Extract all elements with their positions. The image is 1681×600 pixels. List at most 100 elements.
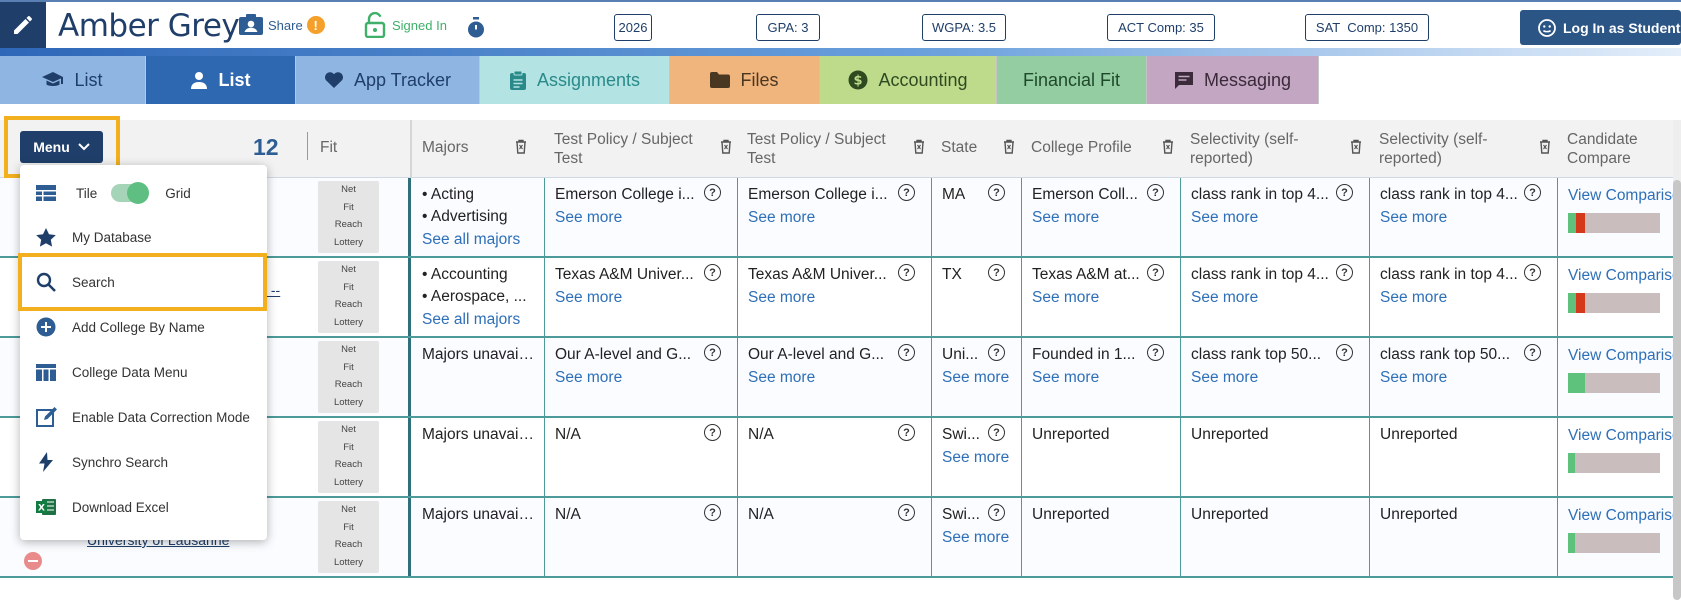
column-header-selectivity-1[interactable]: Selectivity (self-reported) xyxy=(1190,131,1299,167)
see-more-link[interactable]: See more xyxy=(942,449,1010,466)
see-more-link[interactable]: See more xyxy=(1191,209,1259,226)
menu-button[interactable]: Menu xyxy=(20,131,103,163)
help-icon[interactable]: ? xyxy=(988,504,1005,521)
trash-icon[interactable] xyxy=(1539,139,1551,154)
remove-college-button[interactable] xyxy=(24,552,42,570)
help-icon[interactable]: ? xyxy=(704,264,721,281)
trash-icon[interactable] xyxy=(1162,139,1174,154)
see-more-link[interactable]: See more xyxy=(1380,289,1448,306)
fit-grid[interactable]: Net Fit Reach Lottery xyxy=(318,418,379,496)
help-icon[interactable]: ? xyxy=(898,344,915,361)
tab-financial-fit[interactable]: Financial Fit xyxy=(997,56,1147,104)
see-more-link[interactable]: See more xyxy=(555,369,623,386)
edit-profile-button[interactable] xyxy=(0,2,46,48)
trash-icon[interactable] xyxy=(1350,139,1362,154)
see-more-link[interactable]: See more xyxy=(942,529,1010,546)
help-icon[interactable]: ? xyxy=(704,344,721,361)
see-more-link[interactable]: See more xyxy=(942,369,1010,386)
help-icon[interactable]: ? xyxy=(988,424,1005,441)
see-all-majors-link[interactable]: See all majors xyxy=(422,311,521,328)
fit-grid[interactable]: Net Fit Reach Lottery xyxy=(318,258,379,336)
column-header-college-profile[interactable]: College Profile xyxy=(1031,139,1132,156)
help-icon[interactable]: ? xyxy=(898,264,915,281)
cell-college-profile-text: Texas A&M at... xyxy=(1032,266,1140,283)
help-icon[interactable]: ? xyxy=(1147,344,1164,361)
menu-item-data-correction[interactable]: Enable Data Correction Mode xyxy=(20,395,267,439)
help-icon[interactable]: ? xyxy=(898,424,915,441)
help-icon[interactable]: ? xyxy=(704,424,721,441)
column-header-fit[interactable]: Fit xyxy=(320,139,338,156)
see-more-link[interactable]: See more xyxy=(555,209,623,226)
tab-assignments[interactable]: Assignments xyxy=(480,56,670,104)
see-more-link[interactable]: See more xyxy=(1380,209,1448,226)
help-icon[interactable]: ? xyxy=(704,184,721,201)
help-icon[interactable]: ? xyxy=(1147,184,1164,201)
fit-box: Net Fit Reach Lottery xyxy=(318,421,379,493)
see-more-link[interactable]: See more xyxy=(748,209,816,226)
help-icon[interactable]: ? xyxy=(1524,264,1541,281)
help-icon[interactable]: ? xyxy=(1524,184,1541,201)
column-header-test-policy-1[interactable]: Test Policy / Subject Test xyxy=(554,131,693,167)
see-more-link[interactable]: See more xyxy=(748,369,816,386)
menu-item-add-college[interactable]: Add College By Name xyxy=(20,305,267,349)
trash-icon[interactable] xyxy=(913,139,925,154)
help-icon[interactable]: ? xyxy=(988,344,1005,361)
column-header-selectivity-2[interactable]: Selectivity (self-reported) xyxy=(1379,131,1488,167)
view-comparison-link[interactable]: View Comparison xyxy=(1568,347,1673,364)
fit-grid[interactable]: Net Fit Reach Lottery xyxy=(318,498,379,576)
share-button[interactable]: Share ! xyxy=(238,14,325,36)
compare-bar xyxy=(1568,453,1660,473)
trash-icon[interactable] xyxy=(515,139,527,154)
tab-messaging[interactable]: Messaging xyxy=(1147,56,1319,104)
help-icon[interactable]: ? xyxy=(1524,344,1541,361)
column-header-state[interactable]: State xyxy=(941,139,978,156)
trash-icon[interactable] xyxy=(720,139,732,154)
help-icon[interactable]: ? xyxy=(704,504,721,521)
help-icon[interactable]: ? xyxy=(1147,264,1164,281)
see-more-link[interactable]: See more xyxy=(1032,209,1100,226)
fit-grid[interactable]: Net Fit Reach Lottery xyxy=(318,178,379,256)
tab-accounting[interactable]: $ Accounting xyxy=(820,56,997,104)
menu-item-search[interactable]: Search xyxy=(20,260,267,304)
tab-list-college[interactable]: List xyxy=(0,56,146,104)
timer-button[interactable] xyxy=(466,17,486,44)
menu-item-view-toggle[interactable]: Tile Grid xyxy=(20,171,267,215)
scrollbar-thumb[interactable] xyxy=(1673,180,1681,600)
tab-files[interactable]: Files xyxy=(670,56,820,104)
tile-grid-toggle[interactable] xyxy=(111,182,150,204)
menu-item-synchro-search[interactable]: Synchro Search xyxy=(20,440,267,484)
column-header-majors[interactable]: Majors xyxy=(422,139,469,156)
column-header-test-policy-2[interactable]: Test Policy / Subject Test xyxy=(747,131,886,167)
see-more-link[interactable]: See more xyxy=(555,289,623,306)
table-row: Net Fit Reach Lottery • Acting • Advertising S… xyxy=(0,178,1681,258)
table-row: Net Fit Reach Lottery Majors unavailab N/A? N/… xyxy=(0,418,1681,498)
tab-app-tracker[interactable]: App Tracker xyxy=(296,56,480,104)
view-comparison-link[interactable]: View Comparison xyxy=(1568,187,1673,204)
help-icon[interactable]: ? xyxy=(1336,264,1353,281)
fit-grid[interactable]: Net Fit Reach Lottery xyxy=(318,338,379,416)
view-comparison-link[interactable]: View Comparison xyxy=(1568,507,1673,524)
menu-item-download-excel[interactable]: X Download Excel xyxy=(20,485,267,529)
help-icon[interactable]: ? xyxy=(898,184,915,201)
see-more-link[interactable]: See more xyxy=(1032,369,1100,386)
help-icon[interactable]: ? xyxy=(1336,184,1353,201)
help-icon[interactable]: ? xyxy=(988,264,1005,281)
help-icon[interactable]: ? xyxy=(898,504,915,521)
vertical-scrollbar[interactable] xyxy=(1673,120,1681,600)
see-more-link[interactable]: See more xyxy=(1380,369,1448,386)
trash-icon[interactable] xyxy=(1003,139,1015,154)
see-all-majors-link[interactable]: See all majors xyxy=(422,231,521,248)
menu-item-college-data[interactable]: College Data Menu xyxy=(20,350,267,394)
login-as-student-button[interactable]: Log In as Student xyxy=(1520,10,1681,45)
tab-list-student[interactable]: List xyxy=(146,56,296,104)
help-icon[interactable]: ? xyxy=(988,184,1005,201)
menu-item-my-database[interactable]: My Database xyxy=(20,215,267,259)
help-icon[interactable]: ? xyxy=(1336,344,1353,361)
see-more-link[interactable]: See more xyxy=(748,289,816,306)
view-comparison-link[interactable]: View Comparison xyxy=(1568,267,1673,284)
see-more-link[interactable]: See more xyxy=(1191,369,1259,386)
see-more-link[interactable]: See more xyxy=(1032,289,1100,306)
view-comparison-link[interactable]: View Comparison xyxy=(1568,427,1673,444)
see-more-link[interactable]: See more xyxy=(1191,289,1259,306)
column-header-candidate-compare[interactable]: Candidate Compare xyxy=(1567,131,1638,167)
